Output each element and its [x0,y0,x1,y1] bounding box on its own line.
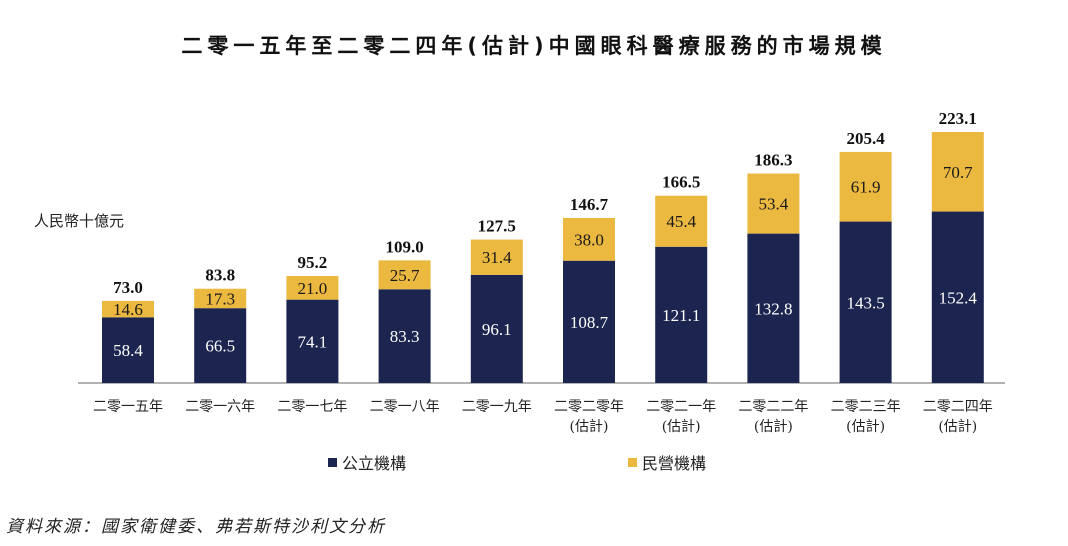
bar-public [747,233,800,383]
data-label-total: 223.1 [939,109,977,128]
data-label-total: 166.5 [662,173,700,192]
y-axis-unit: 人民幣十億元 [34,212,125,230]
chart-title: 二零一五年至二零二四年(估計)中國眼科醫療服務的市場規模 [181,34,887,58]
x-tick-label: 二零一五年 [93,399,163,415]
data-label-public: 152.4 [939,288,978,307]
bar-public [563,260,615,383]
legend-swatch-private [628,457,637,467]
legend-label-public: 公立機構 [342,454,407,473]
data-label-total: 186.3 [754,151,792,170]
x-tick-label: 二零二四年 [923,399,993,415]
data-label-private: 61.9 [851,178,881,197]
x-tick-label: (估計) [938,419,977,435]
data-label-public: 74.1 [298,332,328,351]
data-label-private: 38.0 [574,230,604,249]
x-tick-label: 二零二零年 [554,399,624,415]
bar-private [286,276,339,300]
data-label-private: 21.0 [298,279,328,298]
bar-private [839,151,892,222]
data-label-total: 73.0 [113,278,143,297]
bar-private [655,195,708,247]
bar-public [839,221,892,383]
data-label-private: 25.7 [390,266,420,285]
x-tick-label: 二零一八年 [370,399,440,415]
bar-private [102,300,154,318]
data-label-public: 132.8 [754,299,792,318]
data-label-private: 17.3 [205,289,235,308]
bar-public [655,246,708,383]
bar-private [378,260,431,290]
legend-label-private: 民營機構 [642,454,707,473]
data-label-public: 58.4 [113,341,143,360]
x-tick-label: 二零二一年 [646,399,716,415]
data-label-public: 121.1 [662,306,700,325]
x-tick-label: (估計) [846,419,885,435]
data-label-private: 53.4 [759,195,789,214]
bar-public [378,289,431,383]
bar-public [470,274,523,383]
bar-public [286,299,339,383]
data-label-public: 66.5 [205,337,235,356]
x-tick-label: 二零一七年 [277,399,347,415]
x-tick-label: 二零一六年 [185,399,255,415]
bar-public [194,308,247,383]
data-label-private: 14.6 [113,300,143,319]
data-label-public: 96.1 [482,320,512,339]
x-tick-label: 二零二二年 [738,399,808,415]
legend-swatch-public [328,457,337,467]
data-label-total: 146.7 [570,195,609,214]
x-tick-label: (估計) [570,419,609,435]
bar-private [194,288,247,309]
x-tick-label: (估計) [662,419,701,435]
x-tick-label: 二零一九年 [462,399,532,415]
data-label-public: 143.5 [846,293,884,312]
data-label-total: 83.8 [205,266,235,285]
data-label-private: 45.4 [666,212,696,231]
bar-public [931,211,984,383]
data-label-private: 70.7 [943,163,973,182]
data-label-total: 205.4 [846,129,885,148]
data-label-private: 31.4 [482,248,512,267]
bar-private [470,239,523,275]
bar-private [931,132,984,212]
bar-public [102,317,154,383]
bar-private [747,173,800,234]
data-label-total: 95.2 [298,253,328,272]
data-label-public: 83.3 [390,327,420,346]
bar-private [563,217,615,261]
data-label-total: 127.5 [478,217,516,236]
x-tick-label: (估計) [754,419,793,435]
source-note: 資料來源：國家衛健委、弗若斯特沙利文分析 [6,517,386,537]
data-label-total: 109.0 [385,237,423,256]
x-tick-label: 二零二三年 [831,399,901,415]
data-label-public: 108.7 [570,313,609,332]
legend-private: 民營機構 [628,450,706,474]
legend-public: 公立機構 [328,450,406,474]
